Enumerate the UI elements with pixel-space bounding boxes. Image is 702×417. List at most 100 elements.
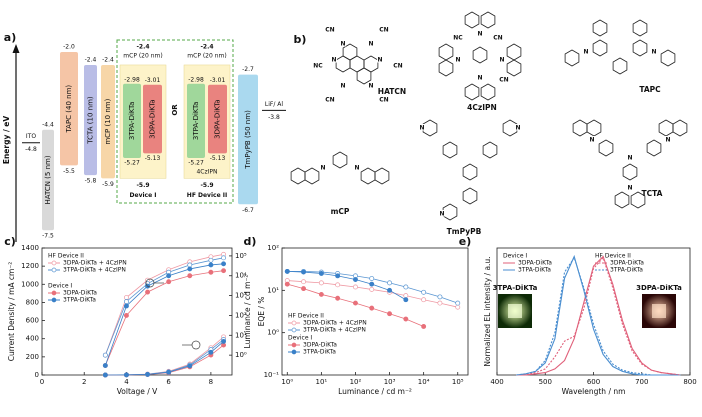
layer-name: 3DPA-DiKTa xyxy=(214,99,222,139)
data-point xyxy=(301,286,306,292)
data-point xyxy=(353,277,358,282)
x-axis-label: Wavelength / nm xyxy=(562,387,626,396)
data-point xyxy=(421,324,427,329)
data-point xyxy=(145,289,151,295)
panel-label: b) xyxy=(294,33,307,46)
data-point xyxy=(403,316,409,322)
data-point xyxy=(221,268,227,274)
legend-marker xyxy=(291,349,297,355)
legend-label: 3TPA-DiKTa xyxy=(610,267,643,274)
data-point xyxy=(123,372,129,378)
data-point xyxy=(369,281,375,287)
y-tick-label: 10⁰ xyxy=(267,329,279,337)
lumo-label: -2.4 xyxy=(85,56,97,63)
layer-name: 3DPA-DiKTa xyxy=(149,99,157,139)
host-name: mCP (20 nm) xyxy=(123,53,162,60)
panel-label: e) xyxy=(459,235,472,248)
data-point xyxy=(318,271,324,276)
level-value: -4.8 xyxy=(25,146,37,153)
data-point xyxy=(187,262,193,268)
inset-label: 3DPA-DiKTa xyxy=(636,284,682,292)
atom-label: N xyxy=(477,31,482,38)
x-tick-label: 700 xyxy=(635,378,648,386)
energy-bar xyxy=(187,83,205,158)
data-point xyxy=(208,257,214,263)
x-tick-label: 4 xyxy=(124,378,129,386)
data-point xyxy=(353,300,358,306)
x-tick-label: 10² xyxy=(350,378,362,386)
homo-label: -5.9 xyxy=(136,182,149,189)
atom-label: N xyxy=(377,57,382,64)
legend-label: 3TPA-DiKTa + 4CzIPN xyxy=(303,327,366,334)
atom-label: N xyxy=(627,185,632,192)
x-tick-label: 10⁵ xyxy=(452,378,464,386)
atom-label: N xyxy=(340,41,345,48)
homo-label: -5.5 xyxy=(63,168,75,175)
x-tick-label: 2 xyxy=(82,378,86,386)
atom-label: N xyxy=(665,137,670,144)
data-point xyxy=(335,295,341,301)
atom-label: N xyxy=(439,211,444,218)
atom-label: N xyxy=(477,75,482,82)
molecule-name: TmPyPB xyxy=(447,227,482,236)
series-line xyxy=(516,256,681,376)
data-point xyxy=(187,273,193,279)
host-name: mCP (20 nm) xyxy=(187,53,226,60)
atom-label: N xyxy=(499,57,504,64)
data-point xyxy=(145,372,151,377)
y-tick-label: 800 xyxy=(26,298,39,306)
homo-label: -5.13 xyxy=(210,155,226,162)
homo-label: -5.27 xyxy=(124,159,140,166)
lumo-label: -3.01 xyxy=(145,77,161,84)
y-tick-label: 0 xyxy=(35,371,39,379)
y-tick-label: 10⁻¹ xyxy=(264,371,280,379)
data-point xyxy=(208,262,214,268)
data-point xyxy=(318,280,324,286)
energy-bar xyxy=(238,74,258,205)
atom-label: NC xyxy=(453,35,463,42)
x-tick-label: 500 xyxy=(539,378,552,386)
data-point xyxy=(123,312,129,318)
data-point xyxy=(123,299,129,305)
atom-label: N xyxy=(651,49,656,56)
energy-bar xyxy=(123,83,141,158)
legend-label: 3DPA-DiKTa xyxy=(63,290,97,297)
y-tick-label: 10¹ xyxy=(267,286,279,294)
legend-marker xyxy=(51,290,57,296)
data-point xyxy=(335,273,341,279)
atom-label: N xyxy=(331,57,336,64)
series-line xyxy=(516,256,681,376)
lumo-label: -3.01 xyxy=(210,77,226,84)
molecule-name: 4CzIPN xyxy=(467,103,497,112)
y2-tick-label: 10³ xyxy=(235,292,247,300)
x-tick-label: 400 xyxy=(490,378,503,386)
data-point xyxy=(437,300,443,306)
layer-name: TAPC (40 nm) xyxy=(65,85,73,134)
legend-marker xyxy=(291,342,297,348)
y2-axis-label: Luminance / cd m⁻² xyxy=(243,275,252,349)
lumo-label: -2.7 xyxy=(242,66,254,73)
data-point xyxy=(387,311,393,317)
legend-title: HF Device II xyxy=(48,253,84,260)
y-axis-label: Normalized EL intensity / a.u. xyxy=(483,256,492,366)
data-point xyxy=(403,293,409,299)
y-axis-label: Current Density / mA cm⁻² xyxy=(7,262,16,362)
atom-label: N xyxy=(368,83,373,90)
legend-marker xyxy=(51,267,57,273)
legend-label: 3TPA-DiKTa xyxy=(518,267,551,274)
data-point xyxy=(421,297,427,303)
lumo-label: -2.4 xyxy=(136,44,149,51)
x-tick-label: 800 xyxy=(683,378,696,386)
atom-label: N xyxy=(340,83,345,90)
data-point xyxy=(221,261,227,267)
data-point xyxy=(208,269,214,275)
data-point xyxy=(284,281,290,287)
atom-label: N xyxy=(354,165,359,172)
axis-label: Energy / eV xyxy=(2,116,11,165)
data-point xyxy=(369,286,375,292)
level-name: LiF/ Al xyxy=(265,101,283,108)
layer-name: HATCN (5 nm) xyxy=(44,155,52,204)
data-point xyxy=(208,349,214,355)
data-point xyxy=(437,294,443,300)
y-tick-label: 1400 xyxy=(21,244,39,252)
